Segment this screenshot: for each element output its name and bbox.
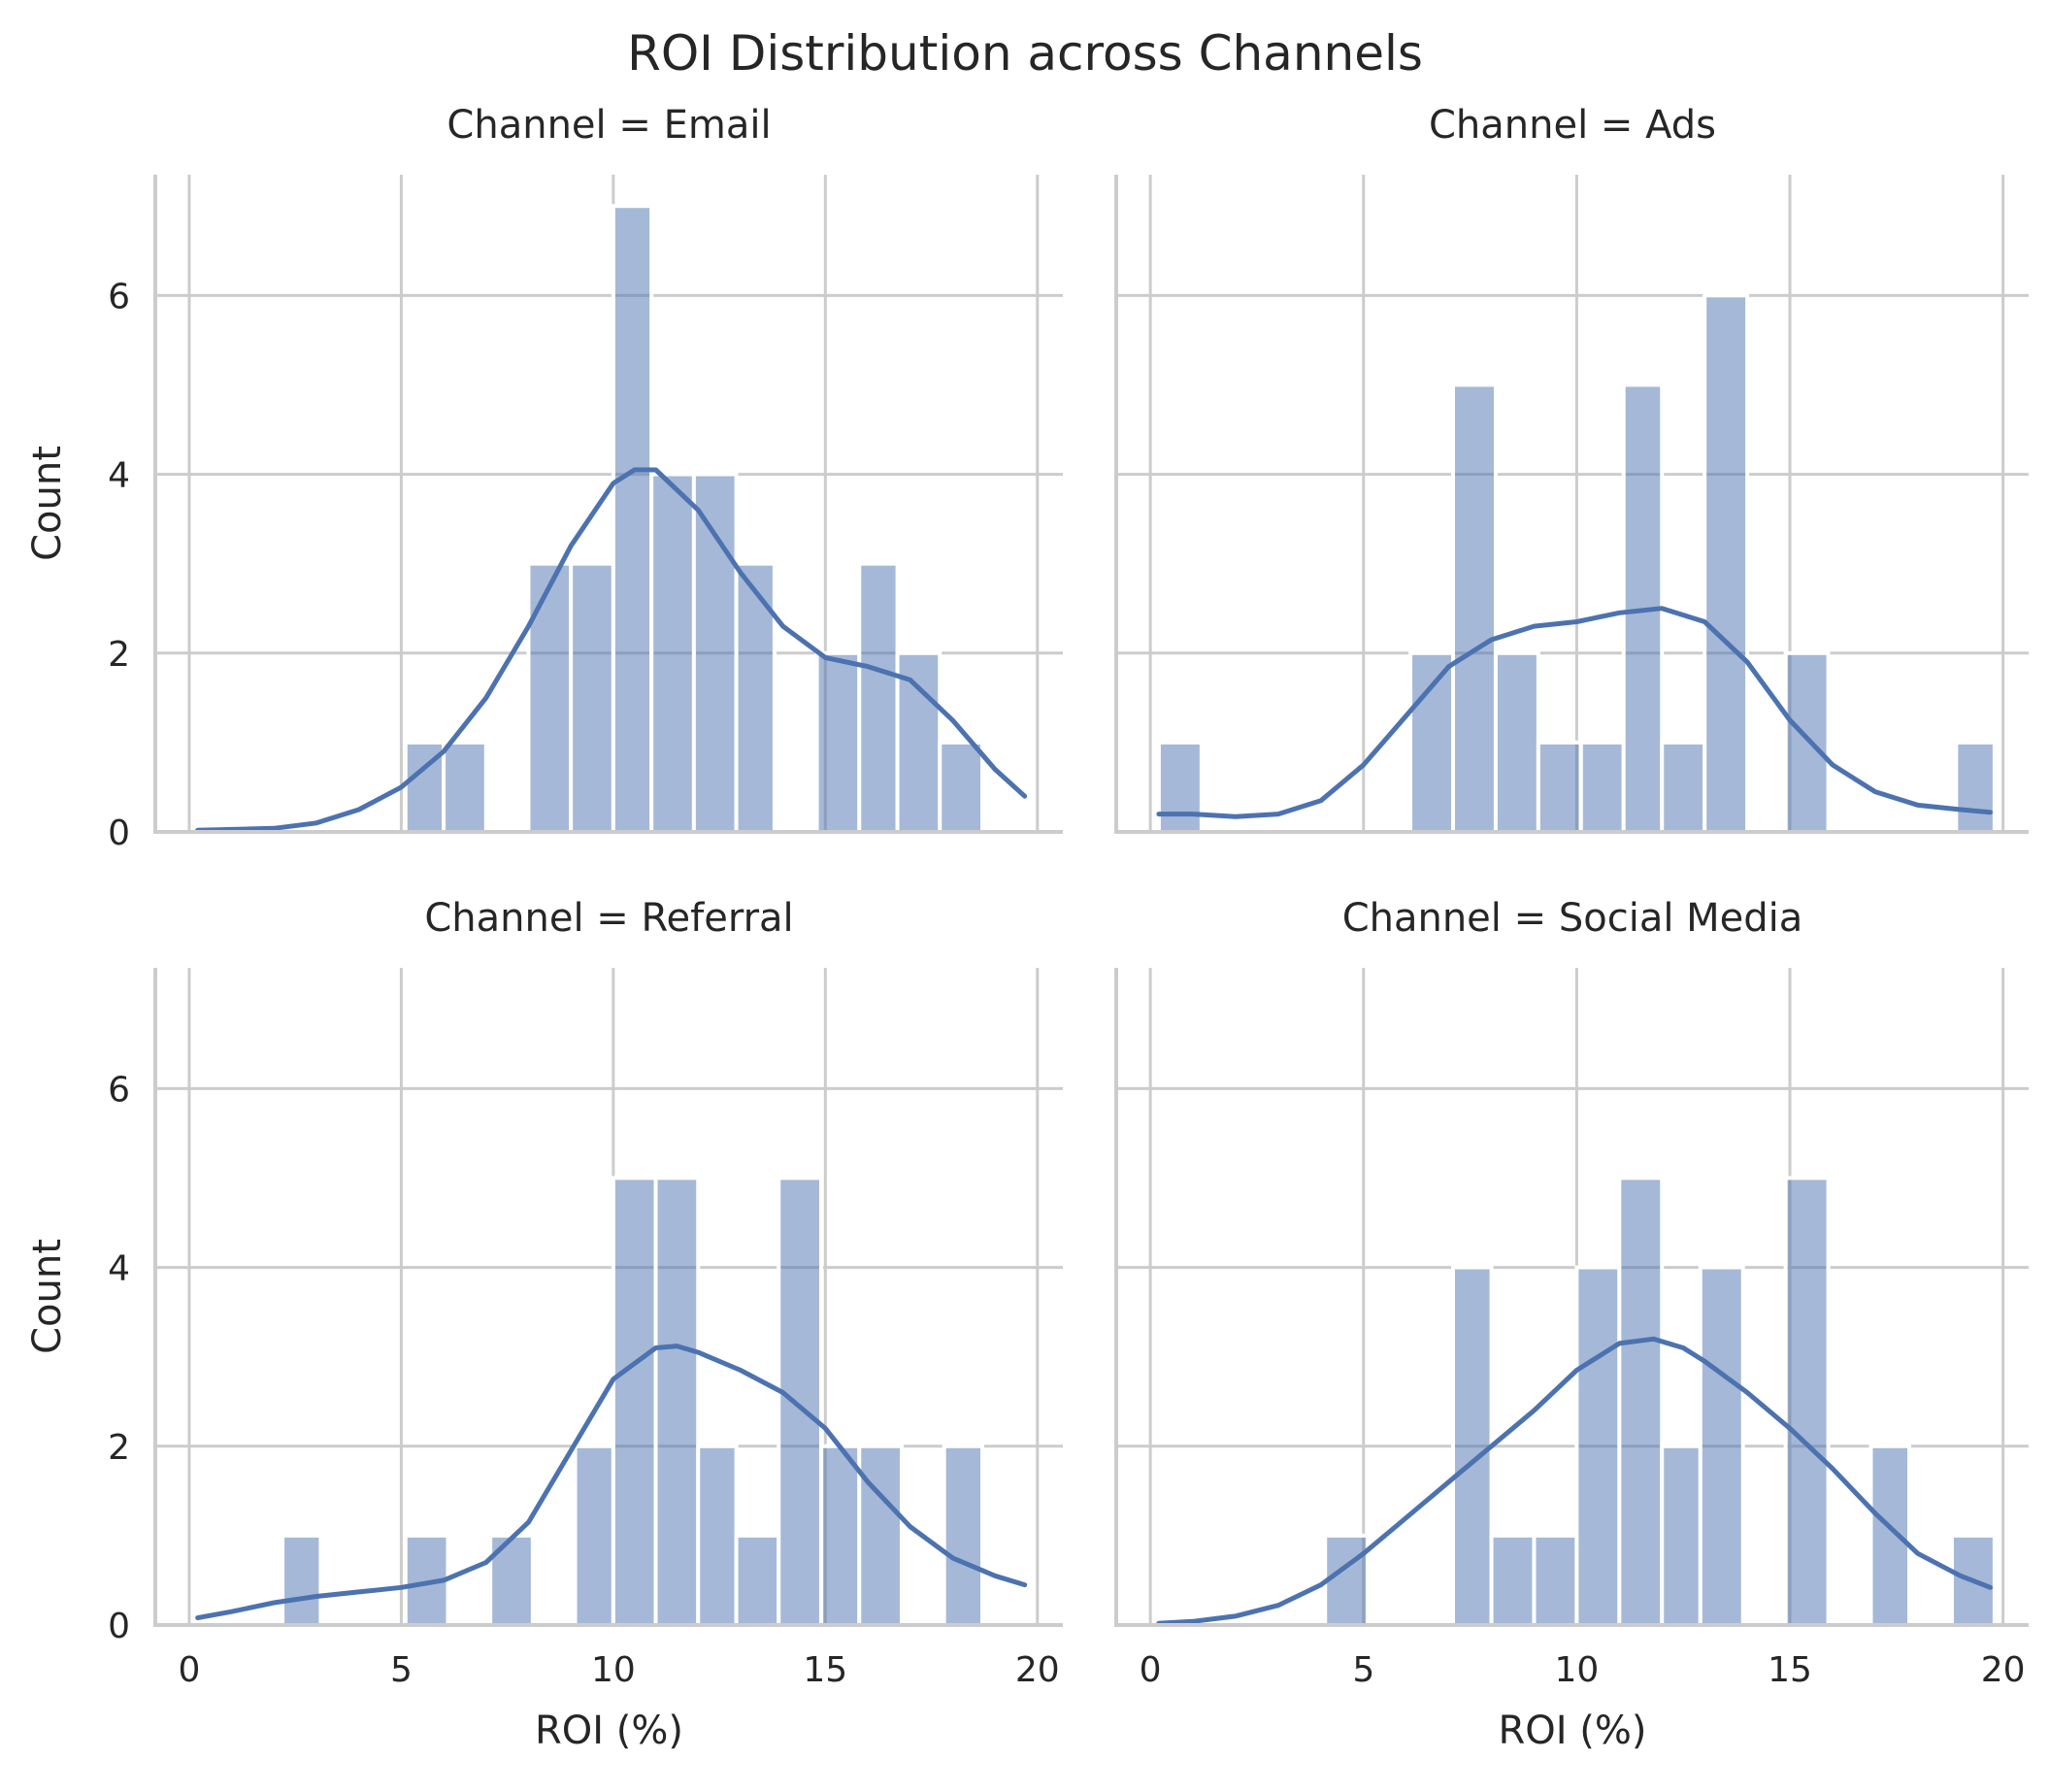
histogram-bar	[734, 561, 777, 834]
histogram-bar	[1783, 650, 1831, 834]
kde-curve	[1156, 606, 1993, 819]
x-axis-label: ROI (%)	[535, 1709, 683, 1753]
x-tick-label: 15	[1768, 1650, 1812, 1690]
histogram-bar	[569, 561, 615, 834]
histogram-bar	[696, 1444, 739, 1628]
x-tick-label: 10	[1554, 1650, 1599, 1690]
histogram-bar	[1703, 293, 1750, 834]
histogram-bar	[649, 472, 696, 834]
histogram-bar	[777, 1176, 823, 1628]
histogram-bar	[1698, 1265, 1745, 1627]
histogram-bar	[1660, 740, 1707, 835]
histogram-bar	[1493, 650, 1540, 834]
y-tick-label: 0	[108, 813, 130, 853]
facet-title: Channel = Email	[446, 103, 771, 148]
histogram-bar	[442, 740, 488, 835]
facet-title: Channel = Social Media	[1342, 896, 1803, 941]
histogram-bar	[818, 1444, 862, 1628]
histogram-bar	[1408, 650, 1456, 834]
facet-panel-2: Channel = Referral 0 2 4 6 0 5 10 15 20 Count ROI (…	[25, 896, 1063, 1753]
x-tick-label: 20	[1981, 1650, 2026, 1690]
histogram-bar	[526, 561, 574, 834]
facet-panel-0: Channel = Email 0 2 4 6 Count	[25, 103, 1063, 853]
chart-title: ROI Distribution across Channels	[627, 25, 1423, 82]
x-tick-label: 0	[1140, 1650, 1162, 1690]
y-tick-label: 6	[108, 1070, 130, 1110]
y-tick-label: 2	[108, 635, 130, 675]
histogram-bar	[1617, 1176, 1665, 1628]
histogram-bar	[488, 1533, 535, 1627]
histogram-bar	[1536, 740, 1583, 835]
histogram-bar	[1868, 1444, 1912, 1628]
histogram-bar	[1323, 1533, 1371, 1627]
x-tick-label: 5	[1352, 1650, 1374, 1690]
histogram-bar	[814, 650, 862, 834]
histogram-bar	[938, 740, 984, 835]
histogram-bar	[857, 1444, 904, 1628]
histogram-bar	[573, 1444, 615, 1628]
y-tick-label: 6	[108, 277, 130, 316]
histogram-bar	[611, 1176, 658, 1628]
histogram-bar	[653, 1176, 701, 1628]
facet-title: Channel = Referral	[424, 896, 793, 941]
histogram-bar	[1954, 740, 1997, 835]
histogram-bar	[281, 1533, 323, 1627]
x-axis-label: ROI (%)	[1498, 1709, 1646, 1753]
x-tick-label: 20	[1015, 1650, 1060, 1690]
histogram-bar	[691, 472, 739, 834]
kde-curve	[195, 467, 1028, 833]
histogram-bar	[734, 1533, 781, 1627]
x-tick-label: 10	[591, 1650, 636, 1690]
histogram-bar	[1574, 1265, 1622, 1627]
x-tick-label: 0	[179, 1650, 201, 1690]
y-axis-label: Count	[25, 1239, 70, 1354]
facet-title: Channel = Ads	[1429, 103, 1716, 148]
histogram-bar	[1578, 740, 1626, 835]
histogram-bar	[1451, 1265, 1494, 1627]
x-tick-label: 5	[390, 1650, 413, 1690]
facet-panel-3: Channel = Social Media 0 5 10 15 20 ROI (%)	[1114, 896, 2029, 1753]
y-tick-label: 2	[108, 1428, 130, 1468]
x-tick-label: 15	[803, 1650, 847, 1690]
histogram-bar	[1660, 1444, 1703, 1628]
kde-curve	[1156, 1336, 1993, 1626]
histogram-bar	[1489, 1533, 1537, 1627]
histogram-bar	[1532, 1533, 1579, 1627]
histogram-bar	[1783, 1176, 1831, 1628]
histogram-bar	[942, 1444, 984, 1628]
y-tick-label: 0	[108, 1607, 130, 1646]
y-tick-label: 4	[108, 1249, 130, 1289]
histogram-bar	[1451, 382, 1498, 834]
histogram-bar	[1156, 740, 1204, 835]
kde-curve	[195, 1344, 1028, 1621]
histogram-bar	[611, 204, 654, 834]
facet-panel-1: Channel = Ads	[1114, 103, 2029, 835]
y-tick-label: 4	[108, 456, 130, 496]
histogram-bar	[857, 561, 900, 834]
y-axis-label: Count	[25, 446, 70, 561]
